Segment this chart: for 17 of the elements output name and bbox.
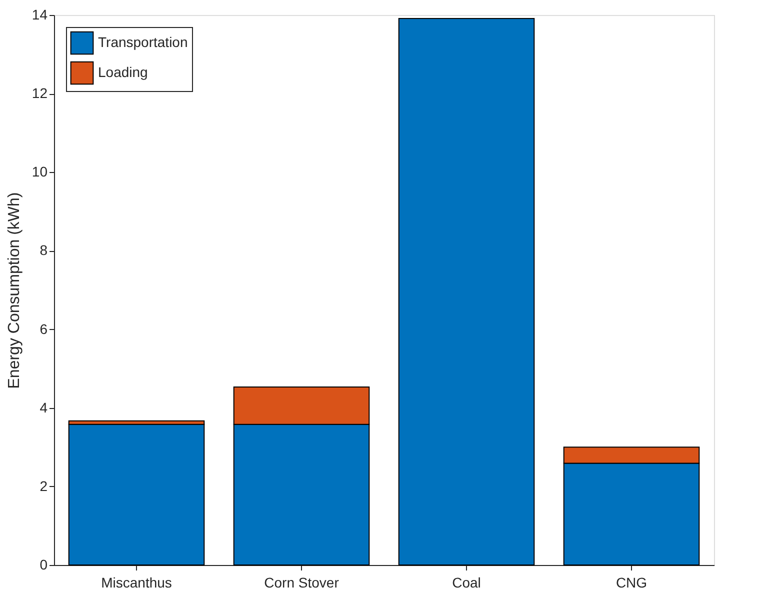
y-tick-label: 12 xyxy=(32,85,48,102)
y-tick-label: 8 xyxy=(40,242,48,258)
x-tick-label: Corn Stover xyxy=(264,574,340,590)
x-tick-label: Coal xyxy=(452,574,481,590)
x-tick-label: CNG xyxy=(616,574,648,590)
y-tick-label: 4 xyxy=(40,399,48,416)
legend-label: Transportation xyxy=(98,34,188,50)
bar xyxy=(68,424,205,566)
y-tick-label: 14 xyxy=(32,6,48,22)
x-tick-label: Miscanthus xyxy=(101,574,172,590)
bar xyxy=(398,18,535,566)
y-tick-label: 10 xyxy=(32,164,48,180)
y-axis-title: Energy Consumption (kWh) xyxy=(6,192,23,389)
legend-label: Loading xyxy=(98,64,148,80)
y-tick-label: 6 xyxy=(40,320,48,337)
y-tick-label: 0 xyxy=(40,556,48,572)
y-tick-label: 2 xyxy=(40,478,48,494)
